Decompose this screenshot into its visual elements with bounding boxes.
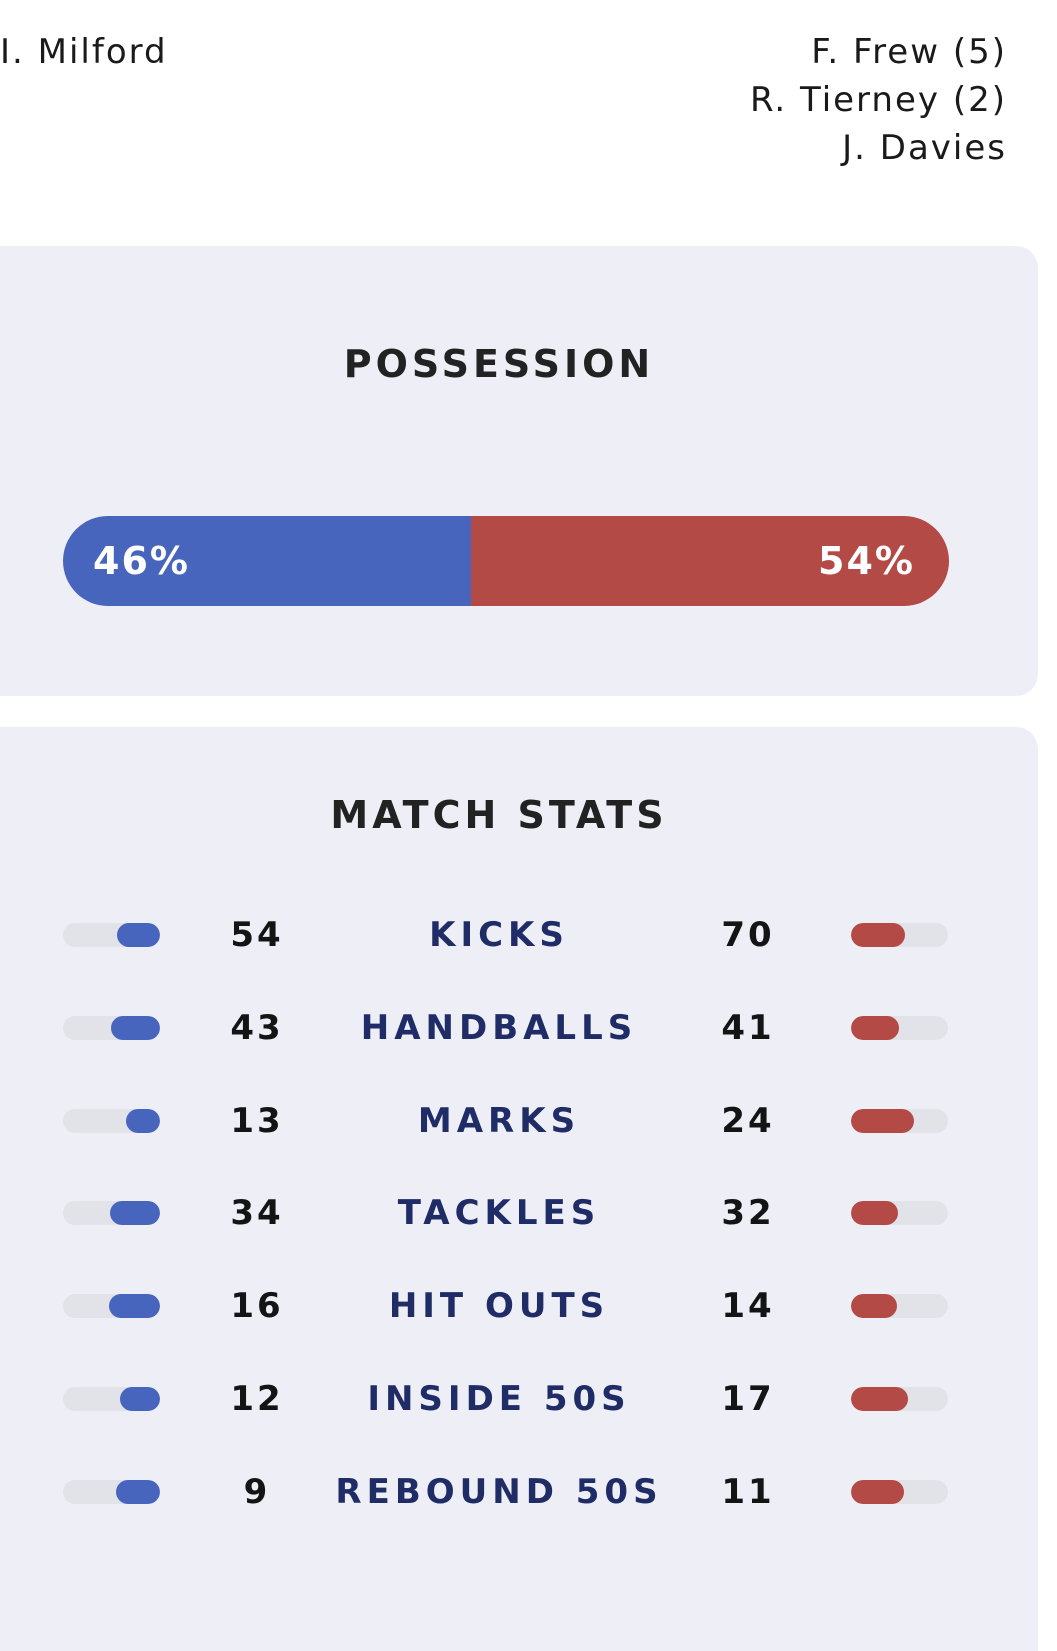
home-stat-bar — [63, 1015, 160, 1040]
home-stat-bar-fill — [108, 1294, 160, 1319]
stat-row: 34 TACKLES 32 — [0, 1183, 1038, 1243]
away-stat-bar-fill — [851, 1294, 897, 1319]
away-stat-value: 17 — [721, 1379, 775, 1419]
away-stat-bar — [851, 1387, 948, 1411]
stat-row: 43 HANDBALLS 41 — [0, 998, 1038, 1058]
home-stat-bar — [63, 1108, 160, 1133]
home-stat-bar — [63, 1294, 160, 1319]
home-stat-value: 43 — [230, 1007, 284, 1048]
possession-title: POSSESSION — [343, 342, 655, 386]
home-stat-bar — [63, 1479, 160, 1504]
stat-row: 54 KICKS 70 — [0, 905, 1038, 965]
home-stat-bar-fill — [110, 1015, 160, 1040]
home-stat-value: 34 — [230, 1193, 284, 1234]
away-stat-bar-fill — [851, 923, 906, 947]
home-stat-value: 12 — [230, 1379, 284, 1419]
away-stat-bar-fill — [851, 1479, 905, 1504]
home-goal-scorers: I. Milford — [0, 28, 168, 76]
possession-card: POSSESSION 46% 54% — [0, 246, 1038, 696]
stat-row: 12 INSIDE 50S 17 — [0, 1369, 1038, 1429]
home-stat-bar — [63, 923, 160, 947]
stat-label: REBOUND 50S — [335, 1471, 663, 1512]
stat-row: 13 MARKS 24 — [0, 1091, 1038, 1151]
home-stat-value: 16 — [230, 1286, 284, 1327]
home-possession-segment: 46% — [63, 516, 471, 606]
home-stat-bar-fill — [126, 1108, 160, 1133]
away-stat-bar-fill — [851, 1015, 899, 1040]
away-stat-value: 32 — [721, 1193, 775, 1234]
away-stat-bar — [851, 923, 948, 947]
away-scorer: F. Frew (5) — [811, 32, 1007, 72]
away-stat-bar-fill — [851, 1201, 898, 1226]
away-stat-bar-fill — [851, 1108, 915, 1133]
home-stat-bar-fill — [116, 1479, 160, 1504]
home-stat-bar — [63, 1387, 160, 1411]
home-stat-value: 54 — [230, 915, 284, 955]
away-scorer: R. Tierney (2) — [749, 80, 1007, 120]
home-stat-value: 9 — [243, 1471, 271, 1512]
home-stat-bar — [63, 1201, 160, 1226]
away-stat-value: 14 — [721, 1286, 775, 1327]
stat-label: HIT OUTS — [388, 1286, 610, 1327]
away-possession-label: 54% — [818, 539, 915, 583]
away-scorer: J. Davies — [842, 128, 1007, 168]
away-stat-bar — [851, 1294, 948, 1319]
match-stats-card: MATCH STATS 54 KICKS 70 43 HANDBALLS 41 13 MARK… — [0, 727, 1038, 1651]
away-stat-bar — [851, 1108, 948, 1133]
away-stat-bar-fill — [851, 1387, 909, 1411]
away-stat-value: 11 — [721, 1471, 775, 1512]
away-stat-bar — [851, 1479, 948, 1504]
away-goal-scorers: F. Frew (5) R. Tierney (2) J. Davies — [750, 28, 1007, 172]
match-stats-title: MATCH STATS — [330, 793, 668, 837]
away-possession-segment: 54% — [470, 516, 949, 606]
stat-row: 9 REBOUND 50S 11 — [0, 1462, 1038, 1522]
away-stat-value: 41 — [721, 1007, 775, 1048]
home-stat-bar-fill — [109, 1201, 160, 1226]
stat-label: TACKLES — [397, 1193, 601, 1234]
home-possession-label: 46% — [93, 539, 190, 583]
home-scorer: I. Milford — [0, 32, 168, 72]
away-stat-bar — [851, 1201, 948, 1226]
stat-label: INSIDE 50S — [367, 1379, 631, 1419]
home-stat-bar-fill — [117, 923, 160, 947]
stat-label: KICKS — [429, 915, 569, 955]
away-stat-bar — [851, 1015, 948, 1040]
possession-bar: 46% 54% — [63, 516, 949, 606]
stat-row: 16 HIT OUTS 14 — [0, 1276, 1038, 1336]
home-stat-value: 13 — [230, 1100, 284, 1141]
away-stat-value: 24 — [721, 1100, 775, 1141]
away-stat-value: 70 — [721, 915, 775, 955]
stat-label: HANDBALLS — [360, 1007, 638, 1048]
stat-label: MARKS — [417, 1100, 581, 1141]
home-stat-bar-fill — [120, 1387, 160, 1411]
